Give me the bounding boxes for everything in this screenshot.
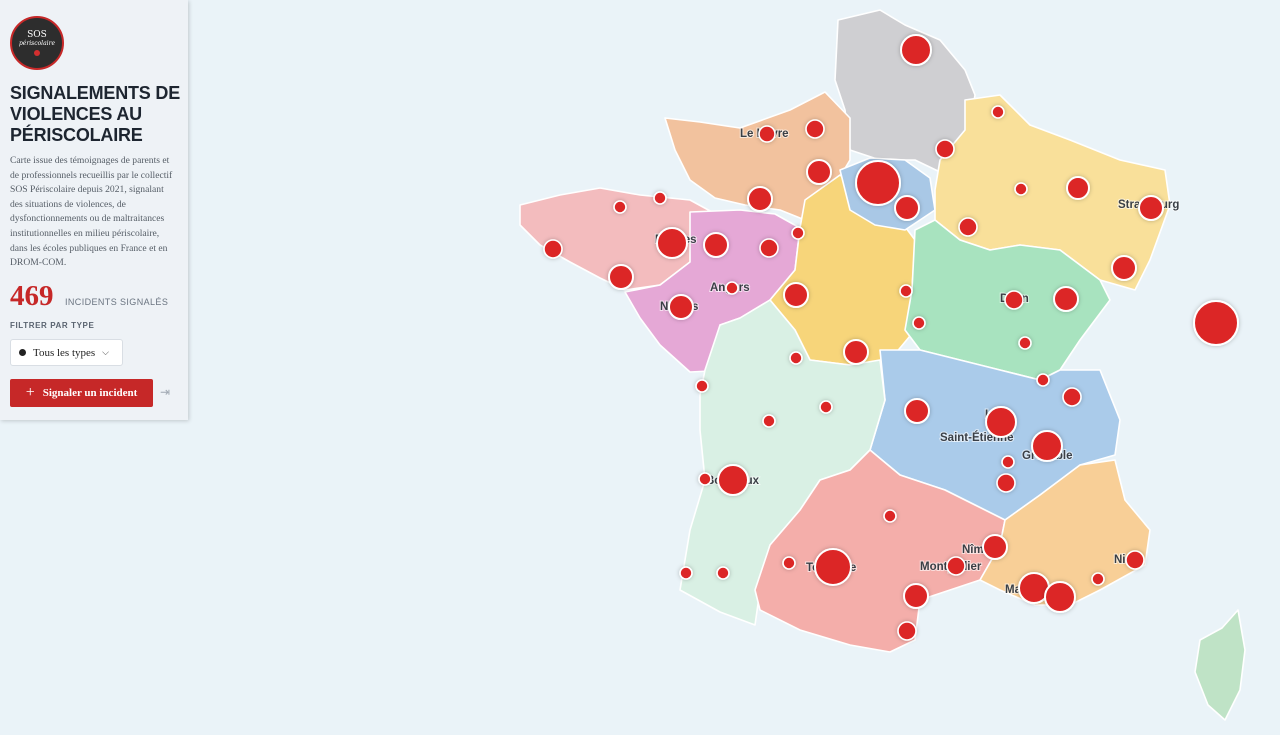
logo[interactable]: SOS périscolaire: [10, 16, 64, 70]
report-incident-button[interactable]: + Signaler un incident: [10, 379, 153, 407]
incident-marker[interactable]: [806, 159, 832, 185]
incident-marker[interactable]: [1193, 300, 1239, 346]
incident-marker[interactable]: [1018, 336, 1032, 350]
plus-icon: +: [25, 384, 35, 401]
incident-count: 469: [10, 280, 54, 312]
incident-marker[interactable]: [725, 281, 739, 295]
incident-marker[interactable]: [982, 534, 1008, 560]
incident-marker[interactable]: [608, 264, 634, 290]
incident-marker[interactable]: [1125, 550, 1145, 570]
report-incident-label: Signaler un incident: [42, 387, 138, 399]
incident-marker[interactable]: [819, 400, 833, 414]
incident-marker[interactable]: [717, 464, 749, 496]
incident-marker[interactable]: [912, 316, 926, 330]
incident-marker[interactable]: [996, 473, 1016, 493]
incident-marker[interactable]: [814, 548, 852, 586]
logo-line2: périscolaire: [18, 40, 56, 47]
incident-marker[interactable]: [789, 351, 803, 365]
type-filter-select[interactable]: Tous les types ⌵: [10, 339, 123, 366]
incident-marker[interactable]: [1053, 286, 1079, 312]
incident-marker[interactable]: [695, 379, 709, 393]
incident-marker[interactable]: [716, 566, 730, 580]
incident-marker[interactable]: [899, 284, 913, 298]
logo-line1: SOS: [27, 30, 47, 40]
incident-marker[interactable]: [958, 217, 978, 237]
incident-marker[interactable]: [747, 186, 773, 212]
region-corse[interactable]: [1194, 609, 1246, 721]
incident-marker[interactable]: [894, 195, 920, 221]
incident-marker[interactable]: [1004, 290, 1024, 310]
logo-dot: [34, 50, 40, 56]
incident-marker[interactable]: [1036, 373, 1050, 387]
incident-marker[interactable]: [783, 282, 809, 308]
incident-marker[interactable]: [762, 414, 776, 428]
incident-marker[interactable]: [703, 232, 729, 258]
incident-marker[interactable]: [1014, 182, 1028, 196]
incident-marker[interactable]: [758, 125, 776, 143]
incident-marker[interactable]: [1031, 430, 1063, 462]
incident-marker[interactable]: [1138, 195, 1164, 221]
region-paca[interactable]: [979, 459, 1151, 606]
incident-marker[interactable]: [904, 398, 930, 424]
sidebar-panel: SOS périscolaire SIGNALEMENTS DE VIOLENC…: [0, 0, 188, 420]
incident-marker[interactable]: [1111, 255, 1137, 281]
incident-marker[interactable]: [985, 406, 1017, 438]
incident-marker[interactable]: [935, 139, 955, 159]
filter-label: FILTRER PAR TYPE: [10, 321, 95, 330]
incident-marker[interactable]: [656, 227, 688, 259]
incident-marker[interactable]: [613, 200, 627, 214]
incident-marker[interactable]: [843, 339, 869, 365]
incident-marker[interactable]: [1091, 572, 1105, 586]
incident-marker[interactable]: [698, 472, 712, 486]
page-description: Carte issue des témoignages de parents e…: [10, 155, 173, 269]
bullet-icon: [19, 349, 26, 356]
incident-marker[interactable]: [782, 556, 796, 570]
login-icon[interactable]: ⇥: [160, 385, 171, 399]
incident-marker[interactable]: [668, 294, 694, 320]
incident-marker[interactable]: [903, 583, 929, 609]
incident-marker[interactable]: [791, 226, 805, 240]
incident-marker[interactable]: [679, 566, 693, 580]
incident-marker[interactable]: [1044, 581, 1076, 613]
type-filter-value: Tous les types: [33, 346, 96, 359]
chevron-down-icon: ⌵: [102, 347, 109, 357]
incident-marker[interactable]: [805, 119, 825, 139]
incident-count-label: INCIDENTS SIGNALÉS: [65, 297, 169, 307]
incident-marker[interactable]: [991, 105, 1005, 119]
incident-marker[interactable]: [1001, 455, 1015, 469]
incident-marker[interactable]: [900, 34, 932, 66]
incident-marker[interactable]: [1062, 387, 1082, 407]
incident-marker[interactable]: [759, 238, 779, 258]
incident-marker[interactable]: [897, 621, 917, 641]
incident-marker[interactable]: [1066, 176, 1090, 200]
incident-marker[interactable]: [543, 239, 563, 259]
incident-marker[interactable]: [883, 509, 897, 523]
incident-marker[interactable]: [946, 556, 966, 576]
incident-marker[interactable]: [653, 191, 667, 205]
incident-marker[interactable]: [855, 160, 901, 206]
page-title: SIGNALEMENTS DE VIOLENCES AU PÉRISCOLAIR…: [10, 83, 181, 145]
